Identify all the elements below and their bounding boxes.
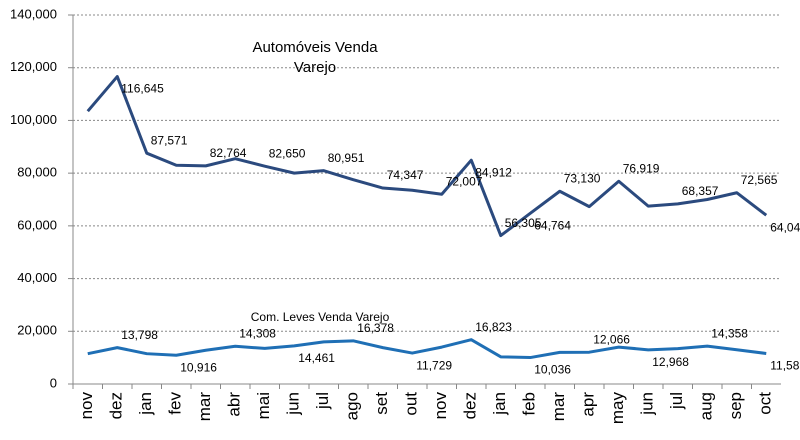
x-tick-label: out: [402, 392, 421, 416]
series-line: [86, 75, 768, 238]
y-tick-label: 40,000: [17, 270, 57, 285]
x-tick-label: mar: [549, 392, 568, 422]
data-label: 82,764: [210, 146, 247, 160]
data-label: 12,066: [593, 332, 630, 346]
data-label: 14,308: [239, 326, 276, 340]
data-label: 16,823: [475, 320, 512, 334]
x-tick-label: oct: [756, 392, 775, 415]
series-line: [87, 338, 767, 360]
data-label: 64,764: [534, 218, 571, 232]
series-annotation: Automóveis Venda Varejo: [252, 39, 378, 76]
y-tick-label: 140,000: [10, 6, 57, 21]
data-label: 74,347: [387, 168, 424, 182]
x-tick-label: jan: [136, 392, 155, 416]
x-tick-label: set: [372, 392, 391, 415]
y-tick-label: 120,000: [10, 59, 57, 74]
data-label: 12,968: [652, 355, 689, 369]
data-label: 10,916: [180, 360, 217, 374]
data-label: 84,912: [475, 165, 512, 179]
x-tick-label: sep: [726, 392, 745, 419]
x-tick-label: mai: [254, 392, 273, 419]
x-tick-label: jun: [638, 392, 657, 416]
data-label: 76,919: [623, 161, 660, 175]
x-tick-label: apr: [579, 392, 598, 417]
data-label: 82,650: [269, 146, 306, 160]
x-tick-label: dez: [461, 392, 480, 419]
y-tick-label: 20,000: [17, 323, 57, 338]
y-tick-label: 80,000: [17, 165, 57, 180]
x-tick-label: jul: [313, 392, 332, 410]
x-tick-label: ago: [343, 392, 362, 420]
x-tick-label: jun: [284, 392, 303, 416]
x-tick-label: nov: [431, 392, 450, 420]
data-label: 16,378: [357, 321, 394, 335]
x-tick-label: jan: [490, 392, 509, 416]
y-tick-label: 60,000: [17, 217, 57, 232]
x-tick-label: feb: [520, 392, 539, 416]
data-label: 56,305: [505, 216, 542, 230]
data-label: 80,951: [328, 151, 365, 165]
data-label: 68,357: [682, 184, 719, 198]
data-label: 73,130: [564, 171, 601, 185]
data-label: 87,571: [151, 133, 188, 147]
series-annotation: Com. Leves Venda Varejo: [250, 310, 390, 324]
data-label: 11,729: [416, 358, 452, 372]
data-label: 14,358: [711, 326, 748, 340]
data-label: 64,049: [770, 220, 800, 234]
data-label: 72,565: [741, 173, 778, 187]
x-tick-label: mar: [195, 392, 214, 422]
x-tick-label: dez: [107, 392, 126, 419]
x-tick-label: may: [608, 392, 627, 425]
data-label: 11,581: [770, 359, 800, 373]
x-tick-label: abr: [225, 392, 244, 417]
data-label: 10,036: [534, 363, 571, 377]
data-label: 14,461: [298, 351, 335, 365]
x-tick-label: aug: [697, 392, 716, 420]
y-tick-label: 100,000: [10, 112, 57, 127]
y-tick-label: 0: [50, 375, 57, 390]
data-label: 72,007: [446, 174, 483, 188]
data-label: 13,798: [121, 328, 158, 342]
x-tick-label: jul: [667, 392, 686, 410]
x-tick-label: nov: [77, 392, 96, 420]
data-label: 116,645: [121, 82, 164, 96]
x-tick-label: fev: [166, 392, 185, 415]
